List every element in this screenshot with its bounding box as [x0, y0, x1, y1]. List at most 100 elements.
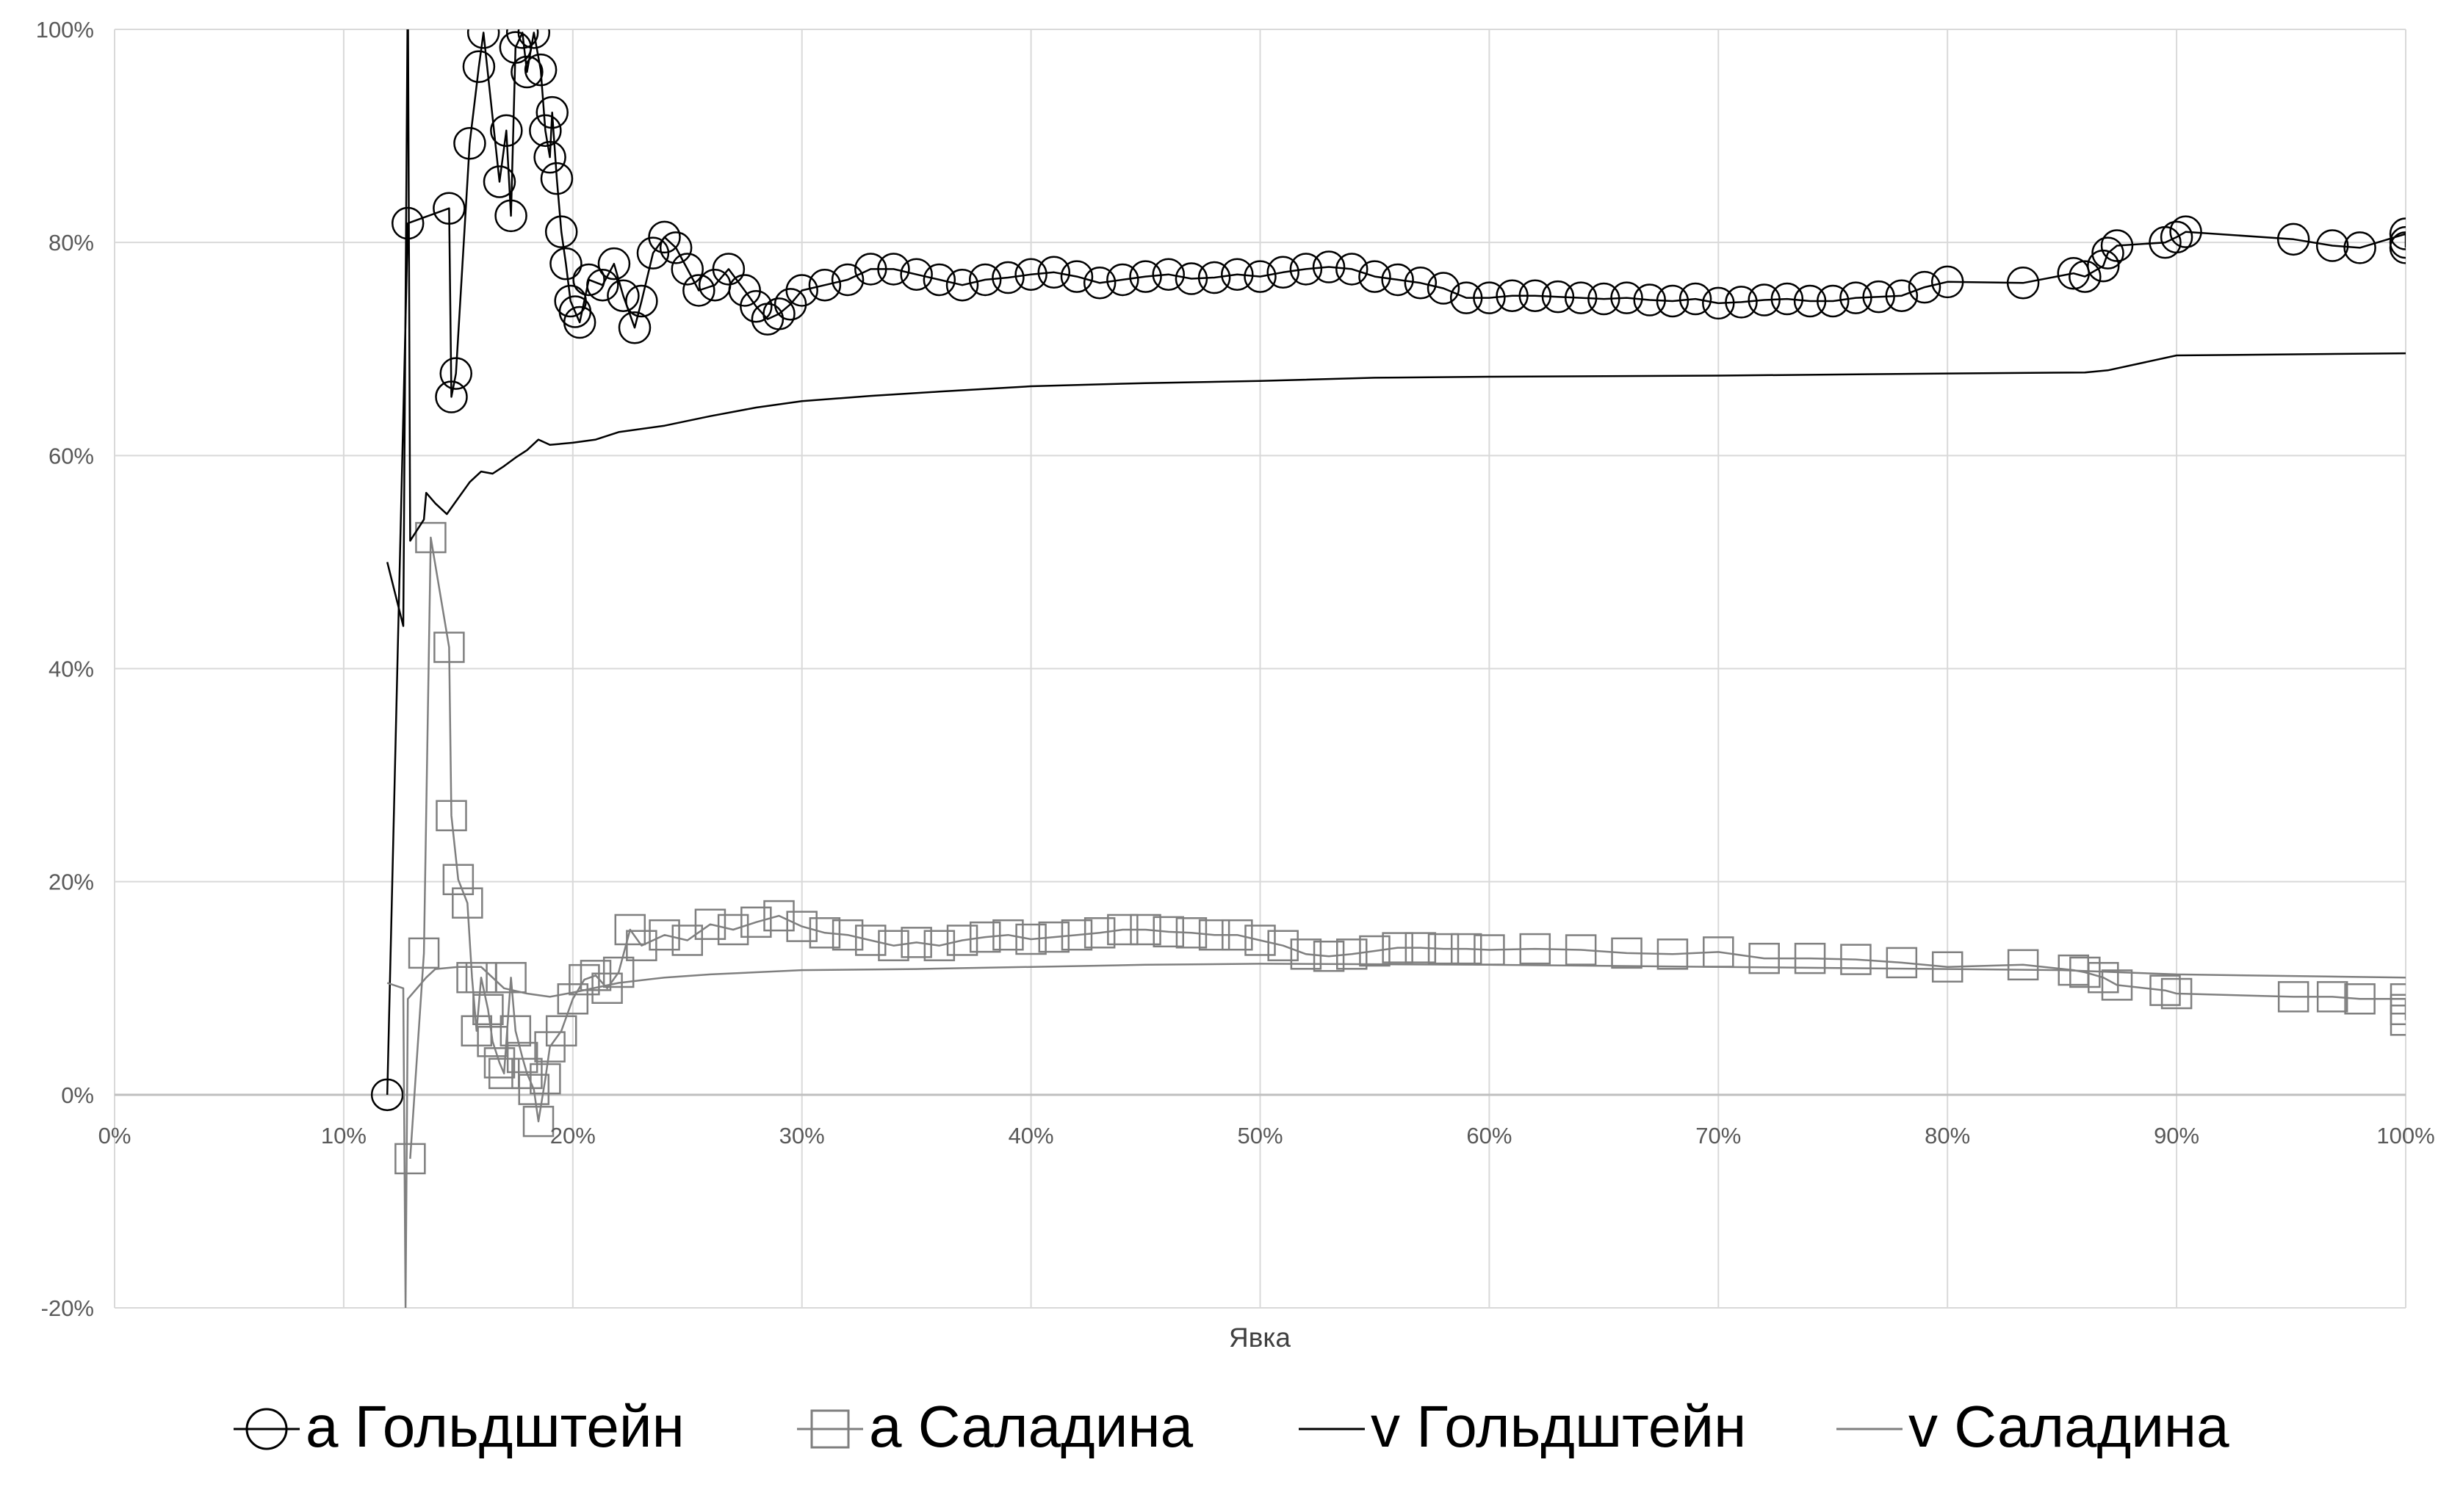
data-point: [900, 258, 933, 291]
x-tick-label: 80%: [1925, 1123, 1970, 1149]
data-point: [1312, 250, 1346, 283]
data-point: [992, 261, 1025, 294]
data-point: [408, 937, 440, 969]
data-point: [1358, 260, 1391, 293]
data-point: [1014, 258, 1047, 291]
data-point: [1450, 933, 1482, 965]
data-point: [1610, 281, 1643, 314]
data-point: [2160, 977, 2193, 1010]
data-point: [488, 1057, 520, 1090]
data-point: [2088, 961, 2119, 994]
data-point: [992, 919, 1024, 951]
data-point: [490, 114, 523, 148]
data-point: [370, 1078, 404, 1112]
y-tick-label: 20%: [48, 869, 94, 895]
data-point: [580, 960, 612, 991]
data-point: [1725, 286, 1758, 319]
data-point: [877, 253, 910, 286]
data-point: [2344, 983, 2376, 1015]
data-point: [461, 1015, 493, 1047]
x-tick-label: 70%: [1695, 1123, 1741, 1149]
data-point: [1931, 951, 1963, 983]
data-point: [1221, 258, 1254, 291]
data-point: [1449, 281, 1483, 314]
data-point: [1129, 260, 1162, 293]
data-point: [394, 1143, 426, 1175]
data-point: [969, 921, 1001, 953]
data-point: [659, 231, 693, 264]
series-line: [386, 32, 2406, 1095]
data-point: [511, 1057, 543, 1090]
legend-label: v Саладина: [1908, 1394, 2229, 1459]
data-point: [878, 930, 909, 961]
data-point: [1748, 942, 1780, 974]
legend-label: v Гольдштейн: [1371, 1394, 1746, 1459]
data-point: [1930, 265, 1964, 299]
data-point: [545, 1015, 577, 1047]
data-point: [2277, 981, 2309, 1013]
data-point: [518, 1074, 550, 1105]
legend: a Гольдштейн a Саладина v Гольдштейн v Сала…: [234, 1394, 2229, 1459]
x-tick-label: 100%: [2376, 1123, 2434, 1149]
data-point: [901, 927, 932, 958]
data-point: [636, 236, 670, 270]
data-point: [2343, 231, 2376, 264]
data-point: [1678, 282, 1712, 316]
data-point: [1266, 256, 1299, 289]
data-point: [671, 925, 703, 956]
data-point: [1541, 280, 1575, 314]
data-point: [1404, 267, 1438, 300]
data-point: [1244, 260, 1277, 293]
data-point: [809, 917, 841, 949]
data-point: [391, 206, 425, 240]
data-point: [1908, 270, 1941, 304]
data-point: [2006, 267, 2040, 300]
data-point: [2160, 220, 2193, 254]
data-point: [500, 1015, 532, 1047]
data-point: [466, 29, 500, 49]
x-axis-title: Явка: [1229, 1323, 1291, 1353]
data-point: [1748, 283, 1781, 316]
data-point: [462, 50, 496, 84]
data-point: [762, 297, 796, 330]
data-point: [614, 914, 646, 946]
data-point: [533, 140, 566, 174]
legend-label: a Саладина: [869, 1394, 1194, 1459]
data-point: [785, 274, 818, 307]
plot-area: [370, 29, 2406, 1308]
data-point: [831, 263, 865, 297]
data-point: [1222, 919, 1253, 951]
data-point: [1037, 256, 1071, 289]
data-point: [529, 114, 562, 148]
data-point: [1313, 940, 1345, 972]
data-point: [1839, 281, 1872, 314]
data-point: [1656, 284, 1690, 318]
data-point: [453, 126, 486, 160]
x-tick-label: 40%: [1009, 1123, 1054, 1149]
data-point: [1633, 283, 1666, 316]
data-point: [1565, 934, 1597, 966]
data-point: [433, 632, 465, 663]
y-tick-label: 0%: [61, 1082, 94, 1108]
data-point: [2389, 231, 2406, 264]
data-point: [439, 357, 472, 390]
data-point: [607, 279, 640, 312]
y-tick-label: 40%: [48, 656, 94, 682]
data-point: [494, 199, 527, 233]
data-point: [483, 1047, 516, 1079]
y-tick-label: 80%: [48, 230, 94, 256]
data-point: [572, 263, 605, 297]
data-point: [626, 930, 657, 961]
data-point: [563, 305, 596, 339]
y-tick-label: 60%: [48, 443, 94, 469]
x-tick-label: 10%: [321, 1123, 367, 1149]
data-point: [535, 95, 569, 129]
data-point: [1886, 947, 1918, 979]
data-point: [602, 956, 635, 988]
data-point: [2315, 229, 2349, 262]
data-point: [763, 900, 795, 932]
data-point: [1107, 914, 1139, 946]
data-point: [511, 55, 544, 89]
x-tick-label: 30%: [779, 1123, 825, 1149]
data-point: [1336, 938, 1368, 970]
